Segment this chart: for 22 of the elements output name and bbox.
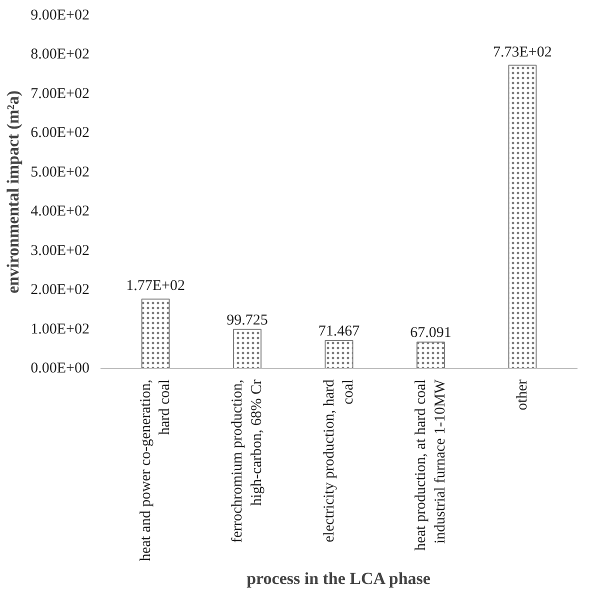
y-tick-label: 1.00E+02	[30, 321, 90, 338]
y-tick-label: 0.00E+00	[30, 360, 90, 376]
x-tick-label: heat and power co-generation, hard coal	[138, 379, 174, 562]
y-axis-title: environmental impact (m²a)	[4, 90, 23, 294]
x-tick-label: ferrochromium production, high-carbon, 68% Cr	[230, 379, 265, 543]
y-tick-label: 7.00E+02	[30, 86, 90, 102]
y-tick-label: 3.00E+02	[30, 242, 90, 259]
y-tick-label: 6.00E+02	[30, 125, 90, 142]
data-label: 67.091	[410, 325, 452, 342]
x-tick-label: heat production, at hard coal industrial furnace 1-10MW	[413, 378, 448, 551]
y-tick-label: 4.00E+02	[30, 204, 90, 220]
data-label: 71.467	[318, 323, 360, 340]
y-tick-label: 9.00E+02	[30, 8, 90, 24]
y-tick-label: 8.00E+02	[30, 46, 90, 63]
x-axis-title: process in the LCA phase	[246, 569, 431, 588]
y-tick-label: 2.00E+02	[30, 282, 90, 298]
data-label: 99.725	[226, 312, 268, 328]
data-label: 1.77E+02	[126, 278, 185, 294]
y-tick-label: 5.00E+02	[30, 164, 90, 180]
data-label: 7.73E+02	[493, 44, 552, 60]
x-tick-label: electricity production, hard coal	[321, 379, 357, 542]
x-tick-label: other	[514, 379, 530, 410]
